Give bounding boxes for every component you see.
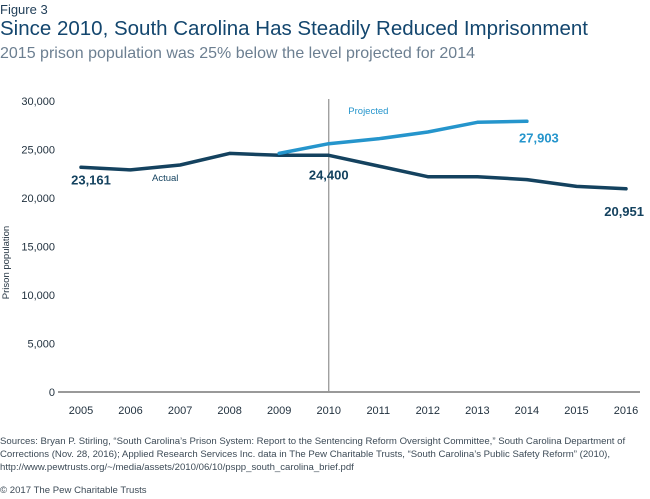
data-label: 23,161 [71,172,111,187]
y-axis-label: Prison population [1,226,12,299]
series-line-projected [277,119,529,156]
x-tick-label: 2006 [118,405,142,417]
data-point-actual [426,175,430,179]
data-point-projected [525,119,529,123]
chart-subtitle: 2015 prison population was 25% below the… [0,45,475,62]
series-label-projected: Projected [348,106,388,117]
y-tick-label: 5,000 [27,339,55,351]
figure-label: Figure 3 [0,2,48,17]
x-tick-label: 2016 [614,405,638,417]
x-tick-label: 2013 [465,405,489,417]
y-tick-label: 25,000 [21,145,55,157]
y-tick-label: 15,000 [21,242,55,254]
x-tick-label: 2007 [168,405,192,417]
data-point-actual [228,151,232,155]
data-point-actual [525,178,529,182]
data-point-actual [79,165,83,169]
data-point-projected [426,130,430,134]
sources-note: Sources: Bryan P. Stirling, “South Carol… [0,436,626,473]
chart-title: Since 2010, South Carolina Has Steadily … [0,17,588,40]
data-label: 27,903 [519,130,559,145]
x-tick-label: 2014 [515,405,539,417]
data-point-projected [327,142,331,146]
series-label-actual: Actual [152,173,178,184]
prison-population-chart: 0 5,000 10,000 15,000 20,000 25,000 30,000 2005… [1,96,644,417]
y-tick-label: 20,000 [21,193,55,205]
x-tick-label: 2009 [267,405,291,417]
copyright: © 2017 The Pew Charitable Trusts [0,485,147,496]
data-label: 20,951 [604,204,644,219]
data-point-projected [475,120,479,124]
data-point-projected [376,137,380,141]
series-line-actual [79,151,628,191]
x-tick-label: 2012 [416,405,440,417]
data-label: 24,400 [309,167,349,182]
y-tick-label: 10,000 [21,290,55,302]
x-tick-label: 2008 [217,405,241,417]
data-point-actual [327,153,331,157]
data-point-actual [624,187,628,191]
y-tick-label: 0 [49,387,55,399]
data-point-actual [574,184,578,188]
data-point-projected [277,151,281,155]
x-tick-label: 2010 [316,405,340,417]
data-point-actual [178,163,182,167]
data-point-actual [376,164,380,168]
data-point-actual [475,175,479,179]
x-tick-label: 2015 [564,405,588,417]
y-tick-label: 30,000 [21,96,55,108]
x-tick-label: 2011 [366,405,390,417]
data-point-actual [129,168,133,172]
x-tick-label: 2005 [69,405,93,417]
